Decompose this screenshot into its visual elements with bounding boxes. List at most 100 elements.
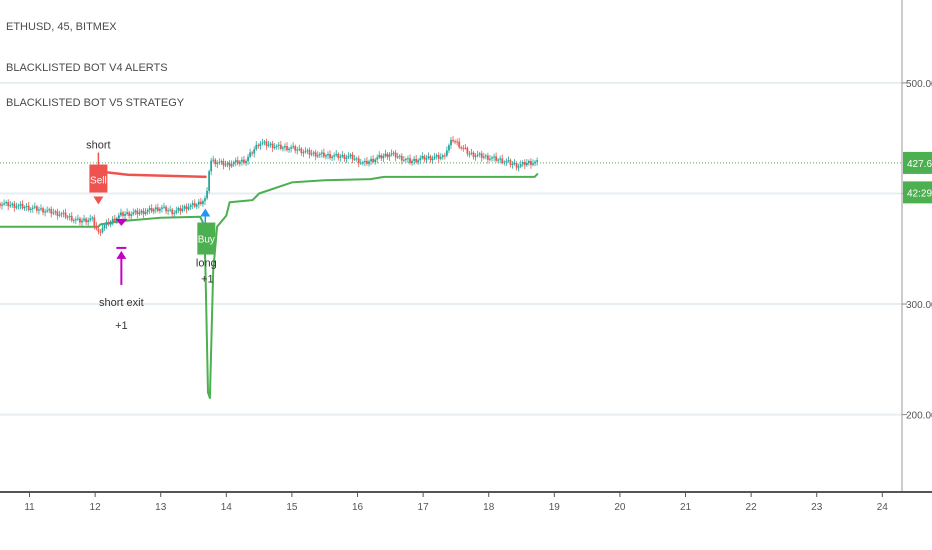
x-tick-label: 11 xyxy=(24,502,35,513)
last-price-label: 427.65 xyxy=(907,159,932,170)
candle xyxy=(241,159,243,162)
candle xyxy=(458,141,461,148)
candle xyxy=(159,208,161,211)
candle xyxy=(355,158,358,160)
candle xyxy=(185,206,188,210)
candle xyxy=(384,153,387,157)
candle xyxy=(306,150,309,152)
candle xyxy=(134,210,137,213)
x-tick-label: 14 xyxy=(221,502,233,513)
candle xyxy=(66,216,69,218)
candle xyxy=(251,152,254,154)
candle xyxy=(517,166,520,168)
candle xyxy=(443,155,446,157)
candle xyxy=(519,164,522,167)
candle xyxy=(419,158,422,161)
candle xyxy=(341,154,344,157)
long-stop-line xyxy=(0,172,539,399)
candle xyxy=(140,210,143,213)
short-exit-marker xyxy=(115,218,128,226)
candle xyxy=(238,161,241,164)
candle xyxy=(532,163,534,165)
candle xyxy=(222,161,225,166)
candle xyxy=(282,147,284,149)
candle xyxy=(423,155,426,160)
candle xyxy=(95,225,98,229)
candle xyxy=(409,158,411,163)
candle xyxy=(214,159,217,165)
candle xyxy=(142,210,145,215)
candle xyxy=(161,207,163,209)
candle xyxy=(302,152,305,154)
candle xyxy=(394,152,397,158)
candle xyxy=(405,159,407,161)
candle xyxy=(31,207,34,209)
candle xyxy=(386,153,389,157)
candle xyxy=(171,209,174,215)
candle xyxy=(390,153,393,155)
candle xyxy=(40,208,42,210)
candle xyxy=(402,159,405,161)
candle xyxy=(439,157,442,159)
candle xyxy=(107,222,110,225)
candle xyxy=(487,155,489,160)
x-tick-label: 22 xyxy=(746,502,758,513)
candle xyxy=(331,156,333,159)
candle xyxy=(320,152,323,154)
candle xyxy=(230,164,233,167)
candle xyxy=(427,156,430,158)
candle xyxy=(507,160,510,162)
candle xyxy=(152,209,155,212)
x-tick-label: 16 xyxy=(352,502,364,513)
candle xyxy=(478,153,481,155)
candle xyxy=(216,163,219,165)
candle xyxy=(89,218,92,221)
x-tick-label: 21 xyxy=(680,502,692,513)
candle xyxy=(523,162,526,166)
candle xyxy=(210,160,213,172)
candle xyxy=(228,162,231,167)
candle xyxy=(435,155,438,157)
candle xyxy=(68,215,71,217)
candle xyxy=(17,205,20,207)
candle xyxy=(7,202,10,207)
candle xyxy=(206,190,208,199)
candle xyxy=(398,155,401,157)
candle xyxy=(156,207,159,211)
indicator-v4-alerts[interactable]: BLACKLISTED BOT V4 ALERTS xyxy=(6,62,168,74)
candle xyxy=(54,211,57,213)
x-tick-label: 19 xyxy=(549,502,561,513)
candle xyxy=(288,148,290,151)
candle xyxy=(234,160,237,163)
candle xyxy=(173,212,176,215)
candle xyxy=(50,209,53,214)
short-entry-arrow xyxy=(93,196,104,205)
y-tick-label: 500.00 xyxy=(906,79,932,90)
candle xyxy=(509,160,512,165)
candle xyxy=(396,156,399,158)
candle xyxy=(446,150,448,156)
candle xyxy=(417,160,420,163)
candle xyxy=(425,157,428,160)
candle xyxy=(52,212,55,214)
candle xyxy=(105,222,108,226)
candle xyxy=(337,153,340,158)
candle xyxy=(368,161,370,164)
candle xyxy=(448,145,450,151)
candle xyxy=(77,218,79,220)
candle xyxy=(382,156,385,159)
candle xyxy=(38,209,40,211)
candle xyxy=(70,215,73,221)
candle xyxy=(62,212,65,214)
candle xyxy=(329,153,331,159)
candle xyxy=(374,159,377,162)
buy-tag xyxy=(197,222,216,255)
indicator-v5-strategy[interactable]: BLACKLISTED BOT V5 STRATEGY xyxy=(6,97,185,109)
candle xyxy=(177,208,180,211)
candle xyxy=(83,218,85,221)
candle xyxy=(79,218,81,223)
candle xyxy=(224,164,227,166)
candle xyxy=(400,155,403,161)
candle xyxy=(218,162,221,164)
